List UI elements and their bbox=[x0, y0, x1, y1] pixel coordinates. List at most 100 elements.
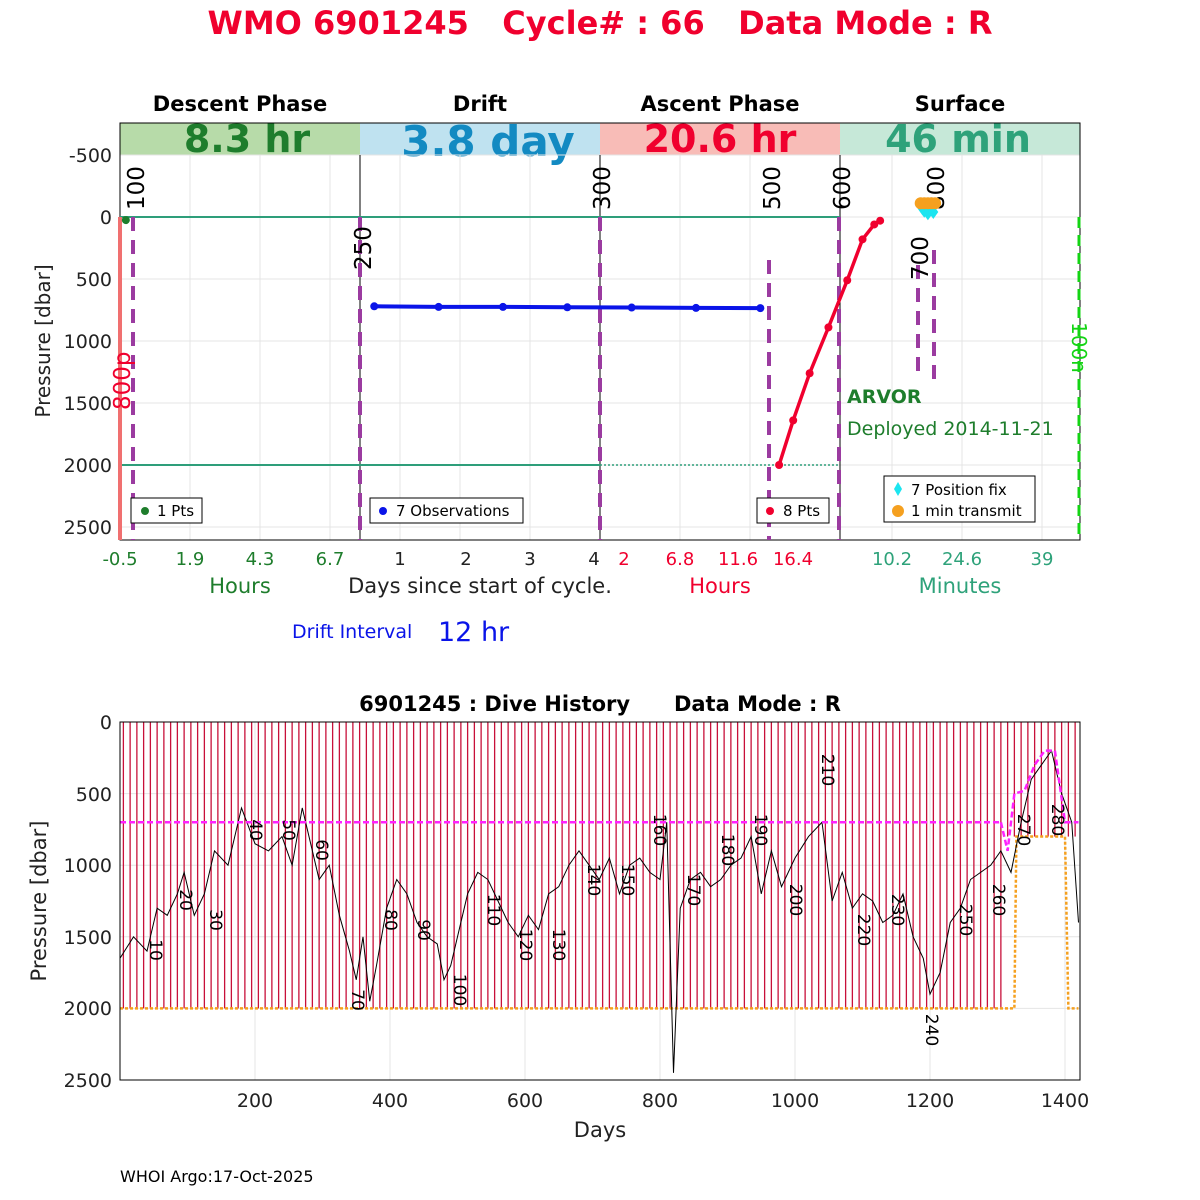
drift-x-label: Days since start of cycle. bbox=[348, 574, 612, 598]
marker-label-100n: 100n bbox=[1067, 322, 1091, 373]
cycle-label: 260 bbox=[988, 884, 1008, 916]
transmit-point bbox=[929, 197, 942, 210]
dive-history-title: 6901245 : Dive History Data Mode : R bbox=[359, 692, 841, 716]
marker-label-250: 250 bbox=[351, 226, 377, 270]
drift-point bbox=[756, 304, 765, 313]
phase-title-surface: Surface bbox=[915, 92, 1005, 116]
legend-surface: 7 Position fix 1 min transmit bbox=[883, 475, 1036, 523]
cycle-label: 60 bbox=[311, 839, 331, 861]
surface-xtick: 10.2 bbox=[872, 549, 912, 570]
ascent-point bbox=[824, 323, 833, 332]
cycle-label: 50 bbox=[278, 819, 298, 841]
cycle-label: 200 bbox=[785, 884, 805, 916]
marker-label-700: 700 bbox=[908, 236, 934, 280]
bottom-ytick: 1500 bbox=[64, 927, 112, 949]
band-ascent bbox=[600, 123, 840, 155]
descent-xtick: 1.9 bbox=[176, 549, 205, 570]
cycle-label: 270 bbox=[1013, 814, 1033, 846]
bottom-xtick: 1400 bbox=[1041, 1090, 1089, 1112]
duration-drift: 3.8 day bbox=[401, 117, 575, 166]
cycle-label: 240 bbox=[921, 1014, 941, 1046]
cycle-label: 160 bbox=[649, 814, 669, 846]
surface-x-label: Minutes bbox=[919, 574, 1002, 598]
cycle-label: 90 bbox=[413, 919, 433, 941]
drift-point bbox=[370, 302, 379, 311]
bottom-ytick: 2500 bbox=[64, 1070, 112, 1092]
figure-title: WMO 6901245 Cycle# : 66 Data Mode : R bbox=[208, 4, 993, 42]
drift-xtick: 4 bbox=[588, 549, 599, 570]
cycle-label: 220 bbox=[853, 914, 873, 946]
top-ytick: 1500 bbox=[64, 393, 112, 415]
top-y-axis: -500 0 500 1000 1500 2000 2500 bbox=[64, 145, 112, 539]
surface-xtick: 39 bbox=[1031, 549, 1054, 570]
duration-ascent: 20.6 hr bbox=[644, 117, 797, 161]
cycle-label: 250 bbox=[955, 904, 975, 936]
descent-point bbox=[121, 216, 130, 225]
legend-position-fix-label: 7 Position fix bbox=[911, 481, 1007, 499]
ascent-point bbox=[876, 216, 885, 225]
marker-label-100: 100 bbox=[124, 166, 150, 210]
cycle-label: 130 bbox=[548, 929, 568, 961]
ascent-point bbox=[789, 416, 798, 425]
top-x-axis: -0.5 1.9 4.3 6.7 1 2 3 4 2 6.8 11.6 16.4… bbox=[102, 549, 1053, 570]
cycle-label: 280 bbox=[1047, 804, 1067, 836]
cycle-label: 100 bbox=[449, 974, 469, 1006]
drift-point bbox=[563, 303, 572, 312]
legend-ascent: 8 Pts bbox=[756, 497, 830, 524]
bottom-xtick: 600 bbox=[507, 1090, 543, 1112]
ascent-point bbox=[775, 461, 784, 469]
marker-label-300: 300 bbox=[590, 166, 616, 210]
top-y-label: Pressure [dbar] bbox=[31, 264, 55, 417]
drift-xtick: 1 bbox=[394, 549, 405, 570]
cycle-label: 190 bbox=[750, 814, 770, 846]
bottom-plot-frame bbox=[119, 721, 1081, 1081]
band-drift bbox=[360, 123, 600, 155]
cycle-label: 40 bbox=[245, 819, 265, 841]
surface-xtick: 24.6 bbox=[942, 549, 982, 570]
ascent-x-label: Hours bbox=[689, 574, 751, 598]
drift-interval-label: Drift Interval bbox=[292, 621, 412, 643]
descent-xtick: 4.3 bbox=[246, 549, 275, 570]
bottom-xtick: 1200 bbox=[906, 1090, 954, 1112]
bottom-ytick: 500 bbox=[76, 784, 112, 806]
cycle-label: 170 bbox=[683, 874, 703, 906]
bottom-y-label: Pressure [dbar] bbox=[27, 821, 51, 982]
cycle-label: 140 bbox=[583, 864, 603, 896]
ascent-xtick: 2 bbox=[618, 549, 629, 570]
duration-descent: 8.3 hr bbox=[184, 117, 311, 161]
cycle-label: 80 bbox=[380, 909, 400, 931]
ascent-point bbox=[805, 369, 814, 378]
bottom-x-axis: 200 400 600 800 1000 1200 1400 bbox=[237, 1090, 1089, 1112]
legend-descent-label: 1 Pts bbox=[157, 502, 194, 520]
marker-label-600: 600 bbox=[830, 166, 856, 210]
top-ytick: 0 bbox=[100, 207, 112, 229]
phase-markers bbox=[131, 217, 936, 540]
drift-point bbox=[692, 303, 701, 312]
legend-drift-label: 7 Observations bbox=[396, 502, 510, 520]
legend-ascent-label: 8 Pts bbox=[783, 502, 820, 520]
top-series bbox=[121, 197, 942, 469]
top-ytick: 2000 bbox=[64, 455, 112, 477]
bottom-ytick: 0 bbox=[100, 712, 112, 734]
band-descent bbox=[120, 123, 360, 155]
cycle-label: 180 bbox=[717, 834, 737, 866]
top-ytick: 1000 bbox=[64, 331, 112, 353]
top-panel: Descent Phase Drift Ascent Phase Surface… bbox=[31, 92, 1091, 648]
descent-xtick: -0.5 bbox=[102, 549, 137, 570]
descent-xtick: 6.7 bbox=[316, 549, 345, 570]
drift-point bbox=[434, 302, 443, 311]
ascent-xtick: 11.6 bbox=[718, 549, 758, 570]
cycle-label: 10 bbox=[145, 939, 165, 961]
bottom-ytick: 1000 bbox=[64, 855, 112, 877]
cycle-label: 70 bbox=[347, 989, 367, 1011]
drift-point bbox=[498, 302, 507, 311]
drift-xtick: 3 bbox=[524, 549, 535, 570]
deployed-date: Deployed 2014-11-21 bbox=[847, 418, 1054, 440]
bottom-series: 10 20 30 40 50 60 70 80 90 100 110 120 130 140 150 160 1… bbox=[119, 722, 1079, 1073]
bottom-xtick: 400 bbox=[372, 1090, 408, 1112]
cycle-label: 20 bbox=[175, 889, 195, 911]
cycle-label: 210 bbox=[817, 754, 837, 786]
bottom-xtick: 800 bbox=[642, 1090, 678, 1112]
park-pressure-steps bbox=[999, 749, 1079, 852]
float-model: ARVOR bbox=[847, 386, 922, 408]
